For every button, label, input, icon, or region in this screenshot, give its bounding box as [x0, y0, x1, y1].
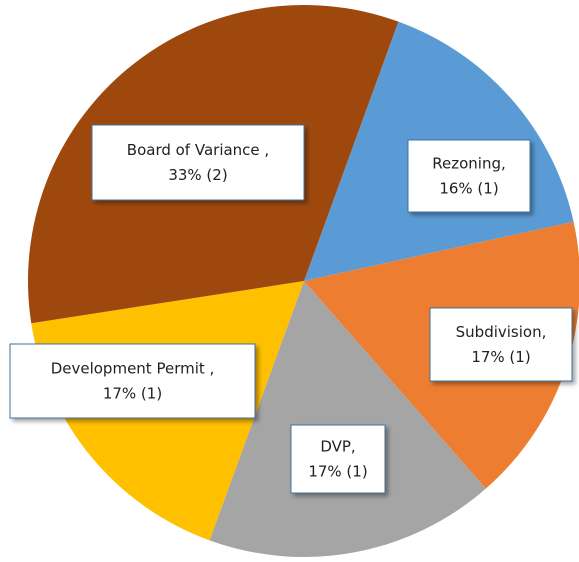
category-label: Development Permit , — [51, 360, 215, 378]
category-label: DVP, — [320, 438, 355, 456]
label-box — [429, 307, 573, 382]
value-label: 33% (2) — [168, 166, 227, 184]
label-box — [91, 124, 305, 201]
pie-slice — [209, 281, 486, 558]
value-label: 17% (1) — [308, 463, 367, 481]
label-box — [9, 343, 256, 419]
value-label: 17% (1) — [471, 348, 530, 366]
label-box — [407, 139, 531, 213]
value-label: 17% (1) — [103, 385, 162, 403]
value-label: 16% (1) — [439, 180, 498, 198]
label-box — [290, 424, 386, 494]
category-label: Board of Variance , — [127, 141, 269, 159]
category-label: Rezoning, — [432, 155, 506, 173]
category-label: Subdivision, — [456, 323, 547, 341]
